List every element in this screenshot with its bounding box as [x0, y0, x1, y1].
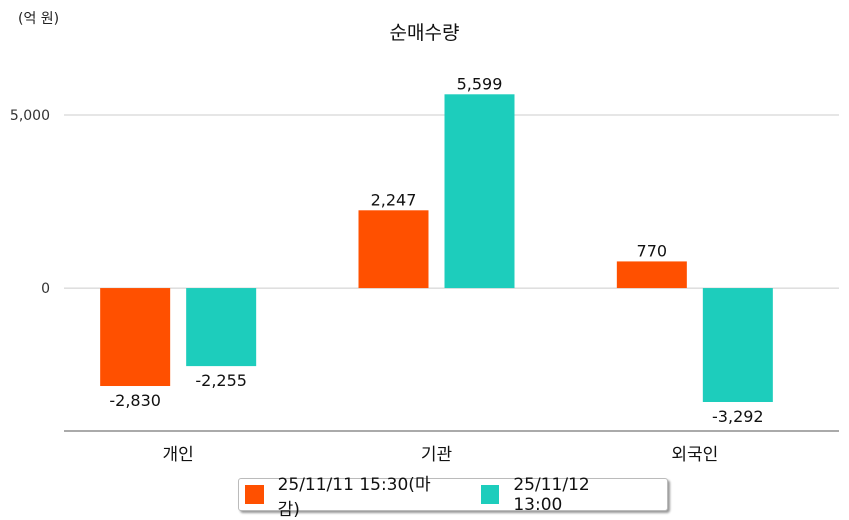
bar — [100, 288, 171, 387]
chart-title: 순매수량 — [389, 22, 460, 44]
bar — [358, 210, 429, 289]
y-tick-label: 5,000 — [10, 108, 50, 124]
bar — [702, 288, 773, 402]
data-label: -3,292 — [712, 407, 764, 426]
bar — [444, 94, 515, 289]
legend-label: 25/11/11 15:30(마감) — [277, 474, 431, 520]
y-tick-label: 0 — [41, 281, 50, 297]
data-label: -2,830 — [109, 391, 161, 410]
legend: 25/11/11 15:30(마감) 25/11/12 13:00 — [238, 475, 668, 520]
x-tick-label: 기관 — [421, 445, 452, 465]
legend-swatch — [480, 485, 500, 504]
data-label: 2,247 — [371, 190, 417, 209]
legend-label: 25/11/12 13:00 — [513, 474, 590, 515]
x-tick-label: 개인 — [163, 445, 194, 465]
legend-swatch — [245, 485, 264, 504]
unit-label: (억 원) — [18, 11, 60, 27]
data-label: 770 — [637, 241, 668, 260]
x-tick-label: 외국인 — [671, 445, 718, 465]
data-label: -2,255 — [195, 371, 247, 390]
legend-item-series-1[interactable]: 25/11/11 15:30(마감) — [245, 470, 449, 520]
legend-item-series-2[interactable]: 25/11/12 13:00 — [480, 474, 641, 515]
data-label: 5,599 — [457, 74, 503, 93]
bar — [616, 261, 687, 289]
bar — [186, 288, 257, 367]
